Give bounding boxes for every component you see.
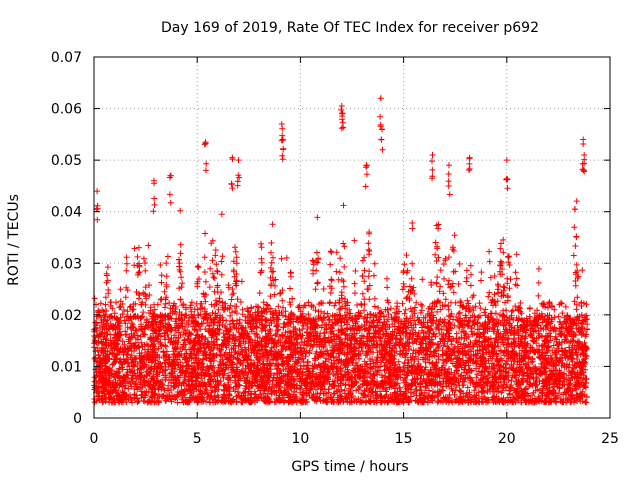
chart-title: Day 169 of 2019, Rate Of TEC Index for r…: [161, 20, 539, 36]
x-axis-label: GPS time / hours: [291, 459, 408, 475]
y-tick-label: 0.06: [51, 102, 82, 118]
y-tick-label: 0: [73, 411, 82, 427]
x-tick-label: 5: [193, 431, 202, 447]
x-axis-ticks: 0 5 10 15 20 25: [90, 57, 619, 447]
plot-frame: [93, 56, 611, 419]
y-tick-label: 0.01: [51, 359, 82, 375]
y-tick-label: 0.05: [51, 153, 82, 169]
x-tick-label: 10: [291, 431, 309, 447]
y-tick-label: 0.04: [51, 205, 82, 221]
y-tick-label: 0.07: [51, 50, 82, 66]
y-axis-label: ROTI / TECUs: [6, 194, 22, 286]
y-tick-label: 0.02: [51, 308, 82, 324]
y-tick-label: 0.03: [51, 256, 82, 272]
roti-markers: [91, 95, 591, 406]
x-tick-label: 20: [498, 431, 516, 447]
data-points: [91, 95, 591, 406]
x-tick-label: 0: [90, 431, 99, 447]
x-tick-label: 25: [601, 431, 619, 447]
y-axis-ticks: 0 0.01 0.02 0.03 0.04 0.05 0.06 0.07: [51, 50, 610, 427]
x-tick-label: 15: [395, 431, 413, 447]
